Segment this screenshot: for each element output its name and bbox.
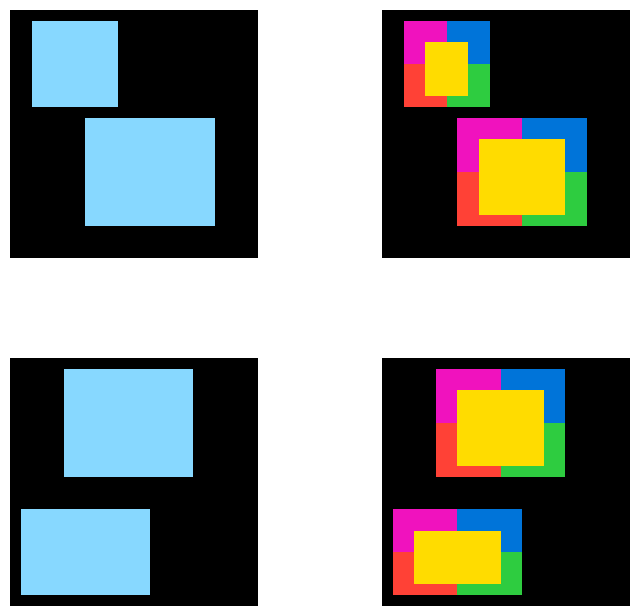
example-2-input-grid bbox=[10, 358, 258, 606]
blue-rectangle-2 bbox=[20, 508, 151, 596]
blue-rectangle-1 bbox=[31, 20, 118, 108]
blue-rectangle-1 bbox=[63, 368, 194, 477]
blue-rectangle-2 bbox=[85, 117, 215, 226]
patterned-rectangle-1-yellow-core bbox=[425, 42, 469, 97]
patterned-rectangle-2-yellow-core bbox=[414, 530, 501, 585]
patterned-rectangle-1-yellow-core bbox=[457, 390, 544, 466]
example-1-input-grid bbox=[10, 10, 258, 258]
example-1-output-grid bbox=[382, 10, 630, 258]
patterned-rectangle-2-yellow-core bbox=[479, 139, 566, 215]
example-2-output-grid bbox=[382, 358, 630, 606]
